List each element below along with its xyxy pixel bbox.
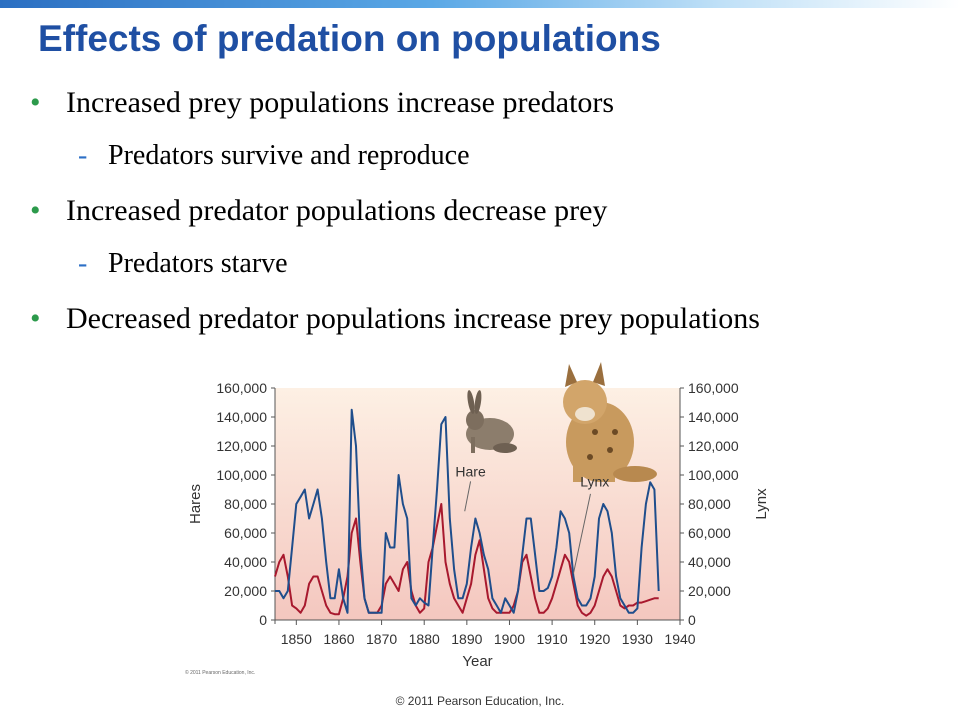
x-tick-label: 1850 — [281, 631, 312, 647]
annotations: Hare Lynx — [455, 463, 609, 574]
y-tick-label-left: 160,000 — [216, 380, 267, 396]
y-tick-label-left: 120,000 — [216, 438, 267, 454]
y-tick-label-left: 140,000 — [216, 409, 267, 425]
top-accent-bar — [0, 0, 960, 8]
x-tick-label: 1880 — [409, 631, 440, 647]
y-tick-label-right: 140,000 — [688, 409, 739, 425]
x-tick-label: 1860 — [323, 631, 354, 647]
x-axis-label: Year — [462, 653, 492, 670]
hare-series — [275, 408, 660, 614]
y-tick-label-right: 60,000 — [688, 525, 731, 541]
slide-title: Effects of predation on populations — [38, 18, 661, 59]
bullet-marker: • — [30, 194, 41, 227]
sub-bullet-marker: - — [78, 248, 88, 279]
sub-bullet-marker: - — [78, 140, 88, 171]
bullet-text: Decreased predator populations increase … — [66, 302, 760, 335]
y-tick-label-left: 20,000 — [224, 583, 267, 599]
y-tick-label-right: 0 — [688, 612, 696, 628]
bullet-text: Increased prey populations increase pred… — [66, 86, 615, 119]
bullet-list: • Increased prey populations increase pre… — [30, 86, 760, 356]
x-tick-label: 1940 — [664, 631, 695, 647]
lynx-illustration — [563, 362, 657, 482]
y-tick-label-right: 40,000 — [688, 554, 731, 570]
sub-bullet-item: - Predators starve — [30, 248, 760, 302]
bullet-marker: • — [30, 86, 41, 119]
chart-credit: © 2011 Pearson Education, Inc. — [185, 669, 255, 676]
y-tick-label-left: 0 — [259, 612, 267, 628]
lynx-line-path — [274, 503, 659, 617]
hare-illustration — [466, 390, 517, 453]
y-tick-label-left: 100,000 — [216, 467, 267, 483]
x-tick-label: 1910 — [537, 631, 568, 647]
y-tick-label-left: 60,000 — [224, 525, 267, 541]
y-tick-label-right: 20,000 — [688, 583, 731, 599]
bullet-item: • Decreased predator populations increase… — [30, 302, 760, 356]
y-tick-label-right: 100,000 — [688, 467, 739, 483]
sub-bullet-text: Predators survive and reproduce — [108, 140, 470, 171]
hare-annotation-label: Hare — [455, 463, 486, 479]
x-tick-label: 1900 — [494, 631, 525, 647]
bullet-item: • Increased prey populations increase pre… — [30, 86, 760, 140]
lynx-series — [274, 503, 659, 617]
axes: 0 0 20,000 20,000 40,000 40,000 60,000 60,000 80… — [187, 380, 770, 670]
y-tick-label-left: 40,000 — [224, 554, 267, 570]
x-tick-label: 1920 — [579, 631, 610, 647]
lynx-annotation-pointer — [572, 493, 591, 574]
bullet-item: • Increased predator populations decrease… — [30, 194, 760, 248]
bullet-text: Increased predator populations decrease … — [66, 194, 608, 227]
x-tick-label: 1890 — [451, 631, 482, 647]
hare-line-path — [275, 408, 660, 614]
hare-lynx-chart: 0 0 20,000 20,000 40,000 40,000 60,000 60,000 80… — [185, 362, 770, 676]
footer-copyright: © 2011 Pearson Education, Inc. — [395, 694, 565, 708]
x-tick-label: 1930 — [622, 631, 653, 647]
y-tick-label-right: 120,000 — [688, 438, 739, 454]
lynx-annotation-label: Lynx — [580, 474, 609, 490]
x-tick-label: 1870 — [366, 631, 397, 647]
y-tick-label-right: 80,000 — [688, 496, 731, 512]
sub-bullet-item: - Predators survive and reproduce — [30, 140, 760, 194]
sub-bullet-text: Predators starve — [108, 248, 288, 279]
bullet-marker: • — [30, 302, 41, 335]
hare-annotation-pointer — [464, 481, 472, 512]
y-axis-label-left: Hares — [187, 484, 204, 524]
y-tick-label-right: 160,000 — [688, 380, 739, 396]
y-tick-label-left: 80,000 — [224, 496, 267, 512]
y-axis-label-right: Lynx — [753, 488, 770, 520]
